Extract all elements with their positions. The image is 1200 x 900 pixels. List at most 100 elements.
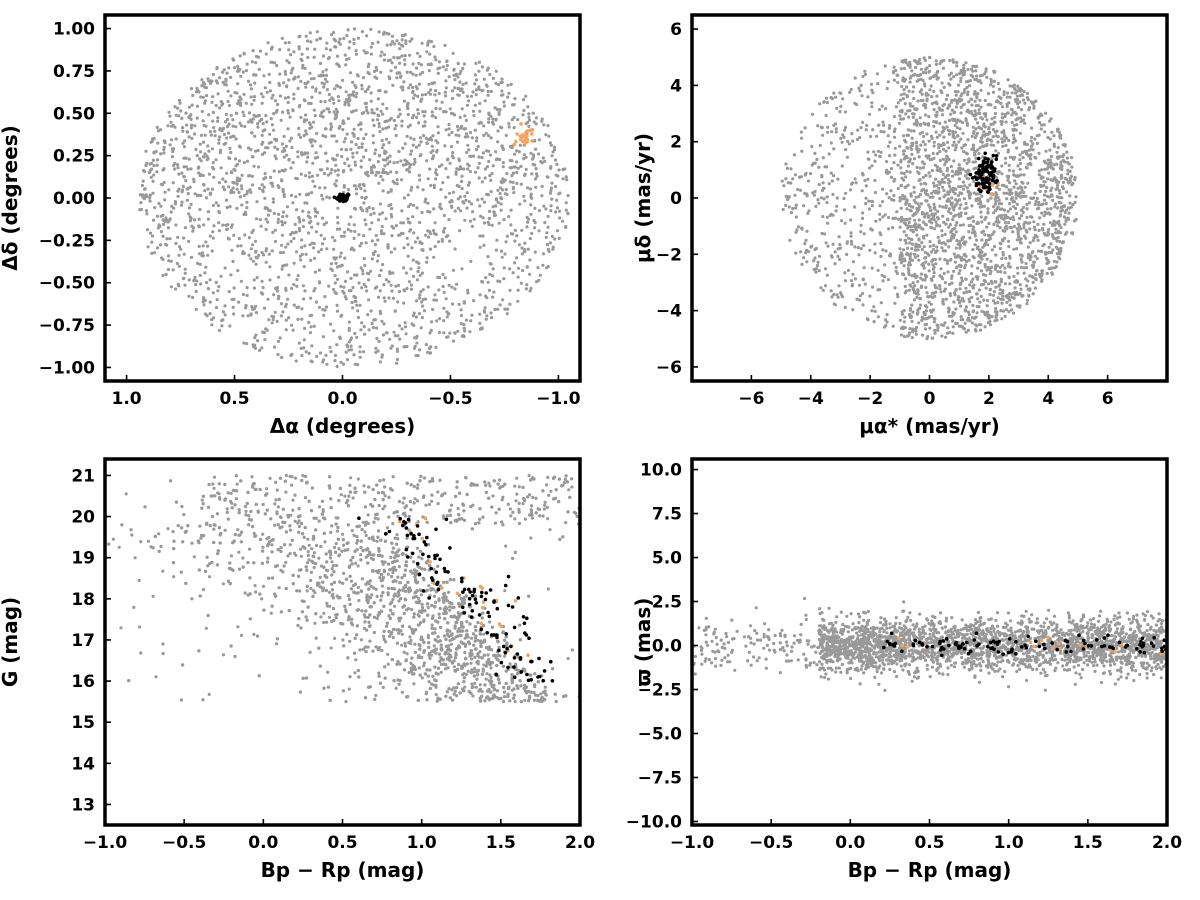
point [254, 114, 258, 118]
point [863, 69, 867, 73]
point [520, 228, 524, 232]
point [510, 159, 514, 163]
point [800, 149, 804, 153]
point [1011, 230, 1015, 234]
point [507, 91, 511, 95]
point [368, 227, 372, 231]
point [428, 331, 432, 335]
point [987, 221, 991, 226]
point [372, 211, 376, 215]
point [1023, 185, 1027, 189]
point [342, 140, 346, 144]
point [274, 157, 278, 161]
point [208, 300, 212, 304]
point [564, 208, 568, 212]
point [1005, 185, 1009, 189]
point [425, 141, 429, 145]
point [367, 205, 371, 210]
point [265, 120, 269, 124]
point [1012, 296, 1016, 300]
point [1008, 202, 1012, 206]
point [480, 155, 484, 160]
point [489, 311, 493, 315]
point [143, 187, 147, 191]
point [904, 112, 908, 116]
point [441, 65, 445, 69]
point [236, 102, 240, 106]
point [1062, 215, 1066, 219]
point [449, 145, 454, 149]
point [938, 133, 942, 137]
point [947, 184, 952, 188]
point [418, 54, 422, 59]
point [500, 89, 504, 93]
point [335, 309, 340, 313]
point [412, 346, 417, 350]
point [171, 181, 175, 185]
point [321, 54, 326, 58]
point [261, 330, 265, 334]
point [446, 335, 450, 339]
point [422, 309, 427, 313]
point [902, 134, 906, 138]
point [347, 328, 351, 332]
point [307, 351, 311, 355]
point [315, 211, 320, 215]
point [523, 172, 527, 176]
point [221, 80, 225, 84]
point [524, 130, 528, 135]
point [473, 103, 477, 107]
point [823, 232, 827, 236]
point [1063, 232, 1068, 236]
point [275, 63, 279, 68]
point [537, 209, 542, 213]
point [383, 164, 387, 168]
point [202, 303, 206, 307]
point [235, 176, 239, 180]
point [379, 109, 383, 113]
point [216, 204, 220, 208]
point [1013, 179, 1017, 183]
point [381, 158, 386, 162]
point [548, 241, 553, 245]
point [1029, 157, 1033, 161]
point [1042, 198, 1047, 202]
point [217, 285, 221, 289]
point [488, 174, 492, 178]
point [314, 230, 318, 234]
point [494, 204, 498, 208]
point [825, 215, 829, 219]
point [1037, 200, 1041, 204]
point [911, 330, 915, 334]
point [442, 290, 446, 294]
point [243, 233, 247, 237]
point [898, 199, 902, 203]
point [377, 274, 382, 278]
point [297, 226, 301, 231]
point [502, 218, 506, 222]
point [927, 139, 931, 143]
point [356, 36, 360, 40]
point [363, 196, 367, 200]
point [903, 102, 907, 106]
point [977, 305, 981, 309]
point [351, 90, 356, 94]
point [250, 60, 254, 64]
point [459, 313, 463, 318]
point [200, 78, 204, 82]
point [389, 346, 393, 350]
point [366, 313, 370, 317]
point [892, 65, 896, 69]
point [324, 135, 328, 139]
point [313, 139, 317, 143]
point [944, 297, 949, 301]
point [1041, 269, 1045, 273]
point [892, 115, 897, 119]
point [257, 165, 261, 169]
point [367, 278, 371, 282]
point [918, 306, 922, 310]
point [946, 140, 950, 144]
point [280, 168, 284, 172]
point [452, 68, 456, 72]
point [404, 271, 408, 275]
